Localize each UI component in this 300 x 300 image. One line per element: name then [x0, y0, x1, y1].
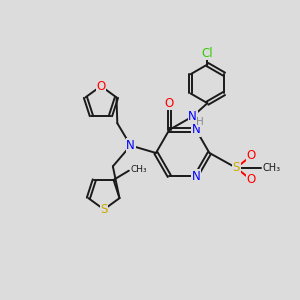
Text: N: N	[188, 110, 197, 123]
Text: O: O	[165, 97, 174, 110]
Text: CH₃: CH₃	[263, 163, 281, 173]
Text: S: S	[100, 203, 108, 216]
Text: O: O	[96, 80, 106, 93]
Text: O: O	[246, 149, 256, 162]
Text: N: N	[192, 169, 200, 183]
Text: N: N	[126, 139, 135, 152]
Text: H: H	[196, 117, 204, 127]
Text: S: S	[232, 161, 240, 174]
Text: CH₃: CH₃	[130, 165, 147, 174]
Text: Cl: Cl	[202, 47, 213, 60]
Text: O: O	[246, 173, 256, 186]
Text: N: N	[192, 123, 200, 136]
